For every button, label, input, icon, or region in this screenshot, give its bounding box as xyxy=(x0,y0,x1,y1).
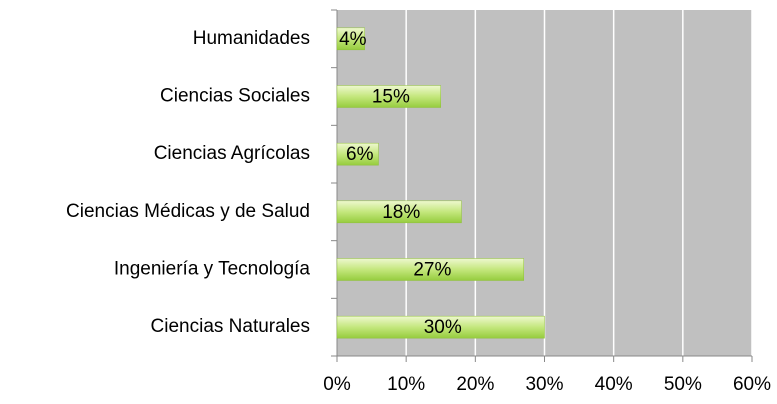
y-tick-label: Ciencias Médicas y de Salud xyxy=(66,201,310,222)
x-tick-label: 30% xyxy=(525,374,563,395)
x-tick-label: 10% xyxy=(387,374,425,395)
y-tick-label: Ciencias Naturales xyxy=(151,316,310,337)
bar xyxy=(336,200,462,224)
x-tick-label: 50% xyxy=(664,374,702,395)
x-tick-label: 20% xyxy=(456,374,494,395)
bar xyxy=(336,258,524,281)
y-tick-label: Ciencias Sociales xyxy=(160,86,310,107)
y-tick-label: Ingeniería y Tecnología xyxy=(114,259,311,280)
bar xyxy=(336,85,441,108)
y-tick-label: Humanidades xyxy=(193,28,310,49)
data-label: 27% xyxy=(413,260,451,281)
bar xyxy=(336,315,545,339)
data-label: 30% xyxy=(424,317,462,338)
data-label: 6% xyxy=(346,144,374,165)
data-label: 15% xyxy=(372,87,410,108)
x-tick-label: 60% xyxy=(733,374,771,395)
data-label: 18% xyxy=(382,202,420,223)
data-label: 4% xyxy=(339,29,367,50)
x-tick-label: 40% xyxy=(595,374,633,395)
x-tick-label: 0% xyxy=(323,374,351,395)
bar xyxy=(336,27,365,51)
y-tick-label: Ciencias Agrícolas xyxy=(154,143,310,164)
bar xyxy=(336,142,379,166)
